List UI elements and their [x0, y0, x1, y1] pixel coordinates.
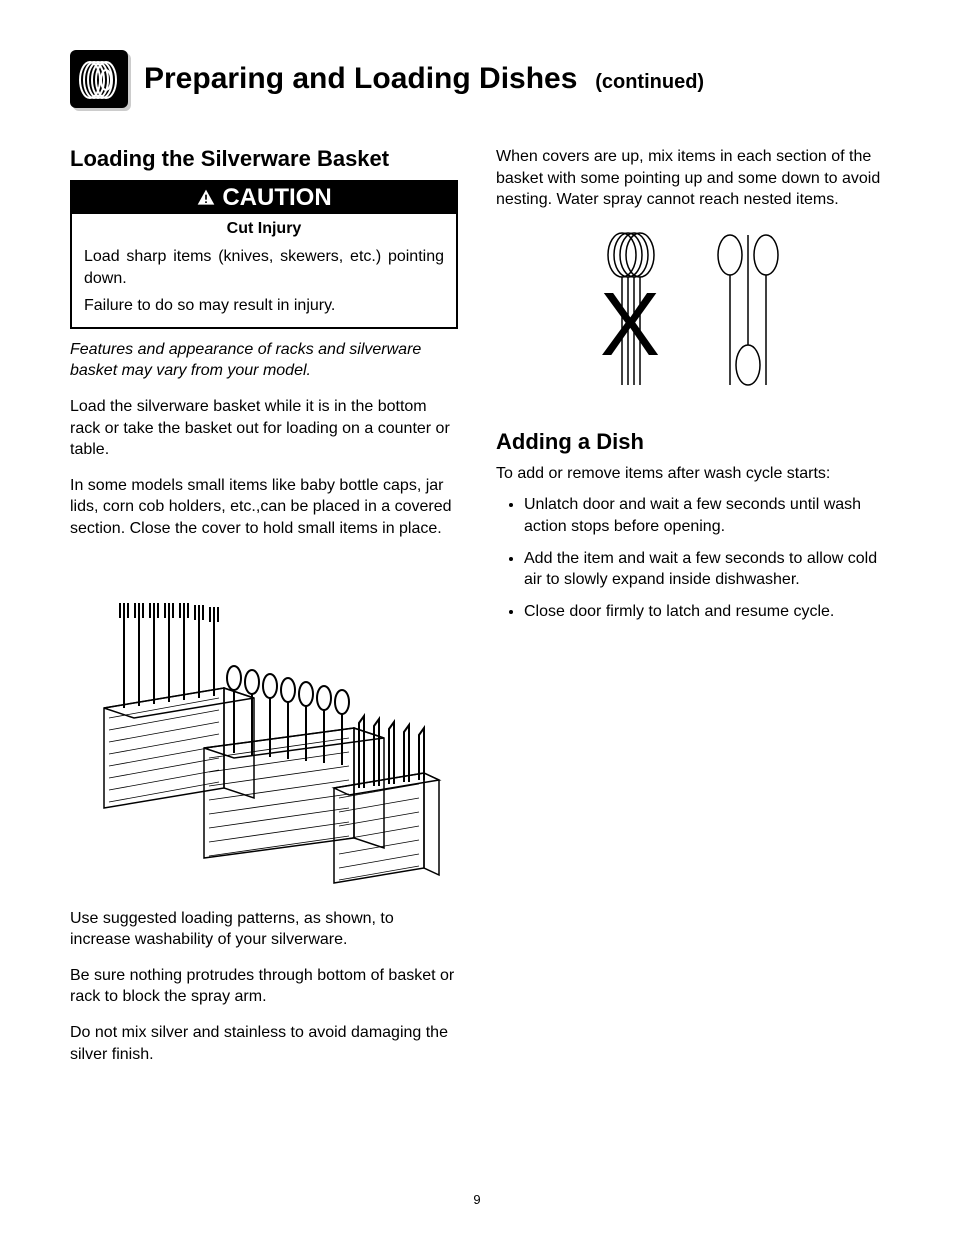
caution-box: CAUTION Cut Injury Load sharp items (kni…	[70, 180, 458, 329]
left-para-3: Use suggested loading patterns, as shown…	[70, 908, 458, 951]
nested-vs-mixed-spoons-illustration: X	[496, 225, 884, 405]
caution-subhead: Cut Injury	[72, 214, 456, 240]
section-heading-adding-dish: Adding a Dish	[496, 429, 884, 455]
silverware-basket-illustration	[70, 558, 458, 888]
italic-note: Features and appearance of racks and sil…	[70, 339, 458, 382]
page-header: Preparing and Loading Dishes (continued)	[70, 50, 884, 108]
list-item: Unlatch door and wait a few seconds unti…	[524, 494, 884, 537]
page-title: Preparing and Loading Dishes	[144, 62, 577, 95]
warning-icon	[196, 188, 216, 208]
adding-dish-intro: To add or remove items after wash cycle …	[496, 463, 884, 485]
page-title-continued: (continued)	[595, 71, 704, 93]
page-title-wrap: Preparing and Loading Dishes (continued)	[144, 62, 704, 96]
left-para-5: Do not mix silver and stainless to avoid…	[70, 1022, 458, 1065]
left-para-1: Load the silverware basket while it is i…	[70, 396, 458, 461]
caution-body: Load sharp items (knives, skewers, etc.)…	[72, 246, 456, 327]
page-number: 9	[0, 1192, 954, 1207]
content-columns: Loading the Silverware Basket CAUTION Cu…	[70, 146, 884, 1079]
left-column: Loading the Silverware Basket CAUTION Cu…	[70, 146, 458, 1079]
section-heading-silverware: Loading the Silverware Basket	[70, 146, 458, 172]
right-para-1: When covers are up, mix items in each se…	[496, 146, 884, 211]
caution-label: CAUTION	[222, 184, 331, 212]
left-para-4: Be sure nothing protrudes through bottom…	[70, 965, 458, 1008]
left-para-2: In some models small items like baby bot…	[70, 475, 458, 540]
manual-page: Preparing and Loading Dishes (continued)…	[0, 0, 954, 1235]
list-item: Close door firmly to latch and resume cy…	[524, 601, 884, 623]
caution-line-1: Load sharp items (knives, skewers, etc.)…	[84, 246, 444, 289]
caution-line-2: Failure to do so may result in injury.	[84, 295, 444, 317]
right-column: When covers are up, mix items in each se…	[496, 146, 884, 1079]
adding-dish-steps: Unlatch door and wait a few seconds unti…	[496, 494, 884, 622]
list-item: Add the item and wait a few seconds to a…	[524, 548, 884, 591]
dishes-stack-icon	[70, 50, 128, 108]
caution-bar: CAUTION	[72, 182, 456, 214]
x-mark-icon: X	[600, 275, 660, 375]
